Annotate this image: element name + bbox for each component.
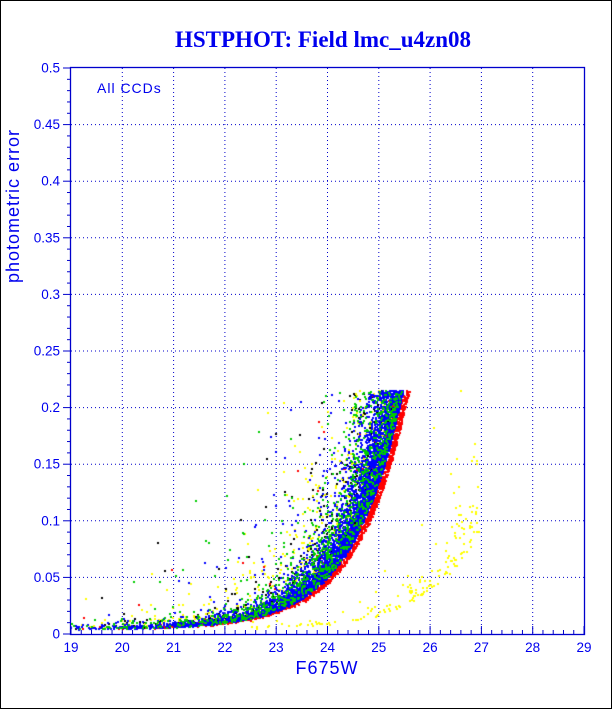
y-tick-labels: 0 0.05 0.1 0.15 0.2 0.25 0.3 0.35 0.4 0.45 0.5 [34, 61, 61, 642]
y-tick-label: 0.3 [41, 287, 60, 302]
x-axis-label: F675W [295, 658, 358, 678]
x-tick-label: 19 [63, 640, 78, 655]
y-tick-label: 0.45 [34, 117, 60, 132]
y-tick-label: 0.15 [34, 457, 60, 472]
y-tick-label: 0.35 [34, 230, 60, 245]
x-tick-label: 25 [371, 640, 386, 655]
y-tick-label: 0.1 [41, 513, 60, 528]
x-tick-label: 23 [269, 640, 284, 655]
y-tick-label: 0.25 [34, 344, 60, 359]
x-tick-label: 24 [320, 640, 336, 655]
chart-title: HSTPHOT: Field lmc_u4zn08 [175, 27, 471, 52]
x-tick-label: 22 [217, 640, 232, 655]
x-tick-labels: 19 20 21 22 23 24 25 26 27 28 29 [63, 640, 591, 655]
y-tick-label: 0.4 [41, 174, 60, 189]
x-tick-label: 26 [423, 640, 438, 655]
x-tick-label: 21 [166, 640, 181, 655]
x-tick-label: 29 [576, 640, 591, 655]
y-axis-label: photometric error [3, 129, 23, 283]
scatter-points-canvas [71, 68, 585, 635]
x-tick-label: 27 [474, 640, 489, 655]
x-tick-label: 20 [115, 640, 130, 655]
y-tick-label: 0.2 [41, 400, 60, 415]
x-tick-label: 28 [525, 640, 540, 655]
y-tick-label: 0.5 [41, 61, 60, 76]
y-tick-label: 0.05 [34, 570, 60, 585]
y-tick-label: 0 [52, 627, 60, 642]
